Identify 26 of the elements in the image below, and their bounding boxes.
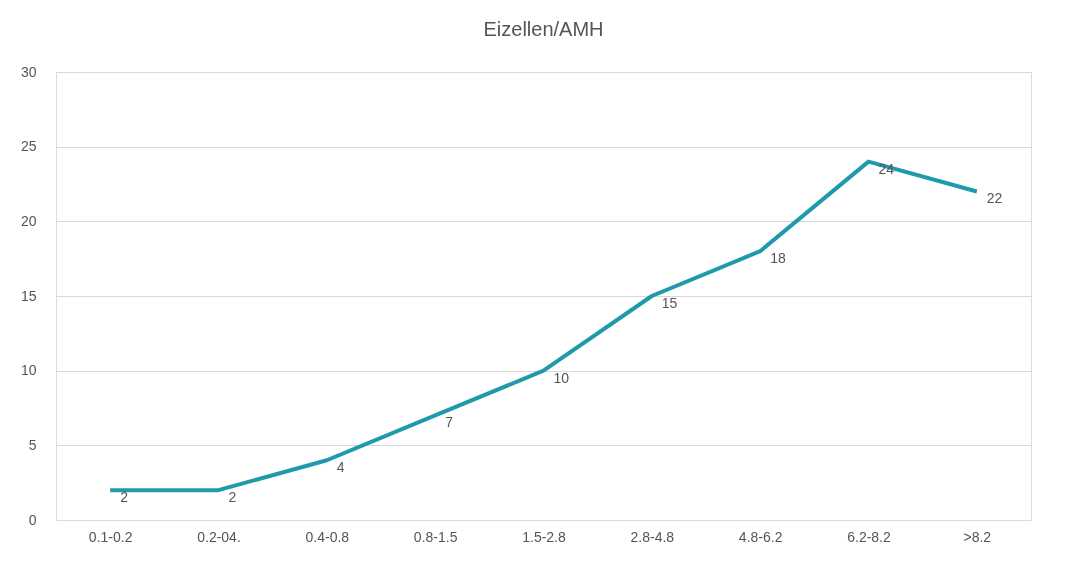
- y-tick-label: 10: [20, 362, 37, 379]
- y-tick-label: 20: [20, 212, 37, 229]
- chart-title: Eizellen/AMH: [483, 18, 604, 40]
- x-tick-label: 0.2-04.: [197, 528, 241, 545]
- data-label: 2: [120, 489, 129, 506]
- y-tick-label: 25: [20, 138, 37, 155]
- data-label: 2: [228, 489, 237, 506]
- y-tick-label: 5: [28, 436, 37, 453]
- x-tick-label: 0.4-0.8: [305, 528, 350, 545]
- data-label: 15: [661, 295, 678, 311]
- y-tick-label: 0: [28, 511, 37, 528]
- line-series: [108, 159, 979, 493]
- x-tick-label: 4.8-6.2: [738, 528, 783, 545]
- data-label: 18: [770, 250, 786, 267]
- x-tick-label: 1.5-2.8: [522, 528, 566, 545]
- data-label: 4: [336, 459, 345, 476]
- y-tick-label: 30: [20, 63, 37, 80]
- data-label: 7: [445, 414, 454, 431]
- y-tick-label: 15: [20, 287, 37, 304]
- x-tick-label: 0.8-1.5: [413, 528, 458, 545]
- x-tick-label: 2.8-4.8: [630, 528, 675, 545]
- x-tick-label: 0.1-0.2: [88, 528, 133, 545]
- data-label: 10: [553, 369, 570, 386]
- data-label: 22: [986, 190, 1003, 207]
- x-tick-label: >8.2: [963, 528, 992, 545]
- x-tick-label: 6.2-8.2: [847, 528, 891, 545]
